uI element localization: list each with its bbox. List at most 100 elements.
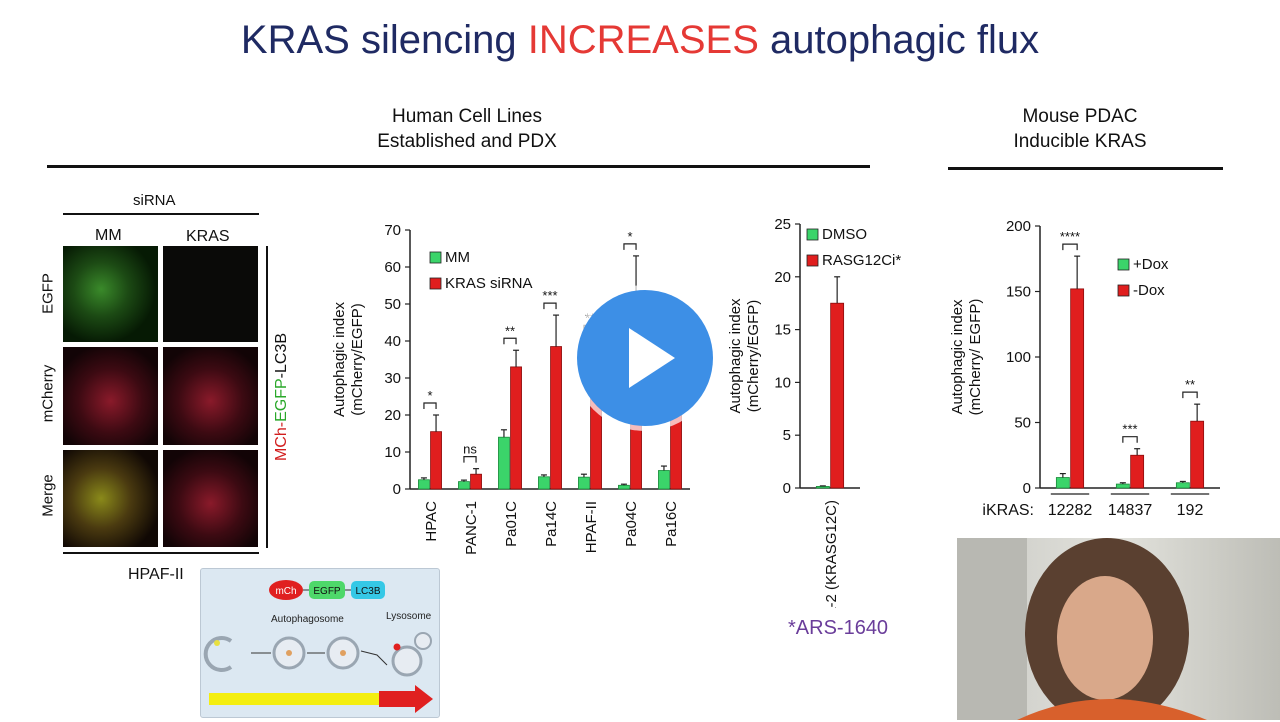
micrograph-egfp-kras <box>163 246 258 342</box>
x-tick-label: HPAF-II <box>583 501 600 553</box>
significance-label: * <box>427 388 432 403</box>
ars-footnote: *ARS-1640 <box>788 617 889 639</box>
y-axis-label: Autophagic index(mCherry/EGFP) <box>331 301 366 417</box>
column-label-mm: MM <box>95 227 122 244</box>
mch-tag-label: mCh <box>275 586 296 597</box>
bar <box>550 346 562 490</box>
legend-label: KRAS siRNA <box>445 275 533 292</box>
sirna-rule <box>63 213 259 215</box>
y-axis-label-line2: (mCherry/EGFP) <box>349 303 366 416</box>
significance-bracket <box>623 243 637 250</box>
reporter-bracket <box>266 246 268 548</box>
row-label-merge: Merge <box>39 474 57 517</box>
webcam-bg-wall <box>957 538 1027 720</box>
presenter-webcam <box>957 538 1280 720</box>
flux-bar-yellow <box>209 693 379 705</box>
play-button[interactable] <box>577 290 713 426</box>
significance-bracket <box>1062 243 1078 251</box>
mch-tag <box>269 580 303 600</box>
lysosome-label: Lysosome <box>386 611 432 622</box>
autolysosome-shape <box>391 645 423 677</box>
human-header-line2: Established and PDX <box>377 131 557 152</box>
y-axis-label: Autophagic index(mCherry/EGFP) <box>727 298 762 414</box>
bar <box>458 481 470 490</box>
y-tick-label: 70 <box>384 222 401 239</box>
cargo-dot-2 <box>340 650 346 656</box>
presenter-face <box>1057 576 1153 700</box>
bar <box>498 436 510 490</box>
significance-label: * <box>627 229 632 244</box>
y-tick-label: 5 <box>783 427 791 444</box>
y-tick-label: 150 <box>1006 284 1031 301</box>
y-tick-label: 20 <box>774 269 791 286</box>
micrograph-egfp-mm <box>63 246 158 342</box>
y-tick-label: 50 <box>1014 415 1031 432</box>
autophagy-flux-schematic: mCh EGFP LC3B Autophagosome Lysosome <box>200 568 440 718</box>
significance-label: *** <box>542 288 557 303</box>
x-tick-label: Pa04C <box>623 501 640 547</box>
lc3b-tag-label: LC3B <box>355 586 380 597</box>
y-axis-label: Autophagic index(mCherry/ EGFP) <box>949 299 984 416</box>
y-tick-label: 0 <box>1023 480 1031 497</box>
reporter-lc3b-text: -LC3B <box>273 332 290 379</box>
chart-mouse-ikras: 0 50 100 150 200 Autophagic index(mCherry/ EG… <box>949 218 1220 519</box>
x-tick-label: MIA PaCa-2 (KRASG12C) <box>823 500 840 608</box>
significance-label: ns <box>463 442 477 457</box>
legend-label: MM <box>445 249 470 266</box>
mouse-header-line2: Inducible KRAS <box>1013 131 1147 152</box>
title-text: KRAS silencing <box>240 18 528 62</box>
schematic-drawing: mCh EGFP LC3B Autophagosome Lysosome <box>203 580 433 713</box>
reporter-mch-text: MCh- <box>273 421 290 462</box>
human-section-header: Human Cell Lines Established and PDX <box>317 104 617 154</box>
x-tick-label: 192 <box>1177 502 1204 519</box>
human-header-line1: Human Cell Lines <box>392 106 542 127</box>
micrograph-mcherry-kras <box>163 347 258 445</box>
y-tick-label: 20 <box>384 407 401 424</box>
y-tick-label: 40 <box>384 333 401 350</box>
x-tick-label: PANC-1 <box>463 501 480 555</box>
bar <box>510 366 522 490</box>
chart-human-cell-lines: 0 10 20 30 40 50 60 70 Autophagic index(mCherry/… <box>331 222 690 555</box>
legend-swatch <box>429 251 442 264</box>
legend-label: RASG12Ci* <box>822 252 901 269</box>
lysosome-shape <box>414 632 432 650</box>
cargo-dot-1 <box>286 650 292 656</box>
significance-label: ** <box>505 323 515 338</box>
row-label-mcherry: mCherry <box>39 364 57 423</box>
y-tick-label: 50 <box>384 296 401 313</box>
phagophore-dot <box>214 640 220 646</box>
chart-mia-paca: 0 5 10 15 20 25 Autophagic index(mCherry/EGFP)… <box>727 216 901 608</box>
significance-bracket <box>1182 391 1198 399</box>
legend-swatch <box>806 254 819 267</box>
bar <box>470 473 482 490</box>
significance-bracket <box>1122 436 1138 443</box>
bar <box>1175 482 1190 489</box>
red-puncta-dot <box>393 643 401 651</box>
lc3b-tag <box>351 581 385 599</box>
significance-bracket <box>423 402 437 409</box>
x-tick-label: Pa16C <box>663 501 680 547</box>
reporter-label: MCh-EGFP-LC3B <box>273 322 291 472</box>
phagophore-shape <box>203 636 233 672</box>
legend-swatch <box>1117 284 1130 297</box>
bar <box>418 479 430 490</box>
significance-label: *** <box>1122 422 1137 437</box>
bar <box>1130 454 1145 489</box>
significance-bracket <box>503 337 517 345</box>
x-axis-label: iKRAS: <box>982 502 1034 519</box>
micrograph-mcherry-mm <box>63 347 158 445</box>
autophagosome-label: Autophagosome <box>271 614 344 625</box>
title-highlight: INCREASES <box>527 18 759 62</box>
x-tick-label: Pa14C <box>543 501 560 547</box>
y-axis-label-line1: Autophagic index <box>331 301 348 417</box>
micrograph-merge-kras <box>163 450 258 547</box>
y-tick-label: 15 <box>774 322 791 339</box>
significance-bracket <box>463 456 477 463</box>
slide-title: KRAS silencing INCREASES autophagic flux <box>0 18 1280 63</box>
micrograph-merge-mm <box>63 450 158 547</box>
cell-line-rule <box>63 552 259 554</box>
y-axis-label-line1: Autophagic index <box>949 299 966 415</box>
reporter-egfp-text: EGFP <box>273 378 290 422</box>
y-tick-label: 10 <box>774 374 791 391</box>
y-tick-label: 30 <box>384 370 401 387</box>
